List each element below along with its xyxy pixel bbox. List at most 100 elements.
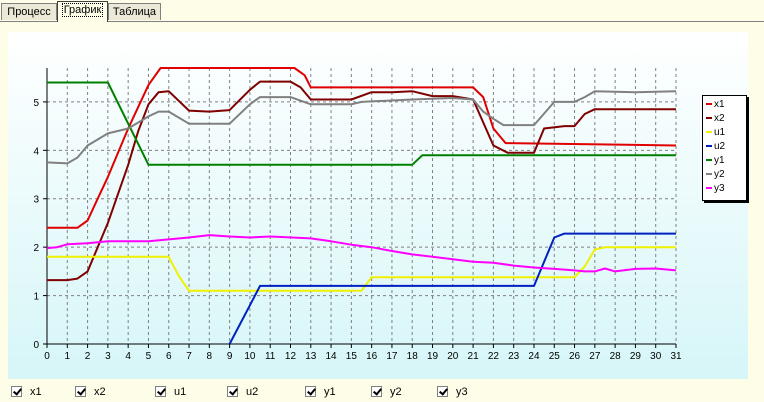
checkbox-x1[interactable]: x1 [11,386,61,399]
y-tick-label: 0 [33,340,39,351]
chart-panel: 0 1 2 3 4 5 6 7 8 9 10 11 12 13 14 15 16 17 18 19 20 21 22 23 24… [0,21,764,402]
checkbox-u1[interactable]: u1 [155,386,205,399]
x-tick-label: 11 [265,351,276,362]
legend-swatch [706,131,712,134]
checkbox-x2[interactable]: x2 [75,386,125,399]
checkbox-box[interactable] [11,386,22,397]
x-tick-label: 28 [610,351,622,362]
x-tick-label: 14 [326,351,338,362]
legend-swatch [706,173,712,176]
x-tick-label: 4 [125,351,131,362]
y-tick-label: 4 [33,146,39,157]
series-group [47,67,677,344]
y-tick-label: 3 [33,195,39,206]
checkbox-y1[interactable]: y1 [305,386,355,399]
axes [43,68,677,348]
series-line-x1 [47,67,677,229]
checkbox-label: y1 [324,386,336,398]
legend-item-y1: y1 [706,155,725,167]
tab-table-label: Таблица [112,6,157,18]
checkbox-label: x2 [94,386,106,398]
series-line-y2 [47,90,677,165]
x-tick-label: 6 [166,351,172,362]
tick-labels: 0 1 2 3 4 5 6 7 8 9 10 11 12 13 14 15 16 17 18 19 20 21 22 23 24… [33,98,682,362]
chart-background [8,32,748,379]
x-tick-label: 10 [244,351,256,362]
x-tick-label: 15 [346,351,358,362]
x-tick-label: 13 [305,351,317,362]
series-line-y1 [47,81,676,166]
legend-label: y2 [714,169,725,180]
series-line-y3 [47,234,677,273]
x-tick-label: 31 [670,351,682,362]
x-tick-label: 27 [589,351,601,362]
y-tick-label: 2 [33,243,39,254]
checkbox-box[interactable] [437,386,448,397]
x-tick-label: 5 [146,351,152,362]
x-tick-label: 19 [427,351,439,362]
legend-label: x1 [714,99,725,110]
x-tick-label: 9 [227,351,233,362]
x-tick-label: 18 [407,351,419,362]
series-line-x2 [47,80,676,282]
legend-label: u2 [714,141,726,152]
x-tick-label: 16 [366,351,378,362]
legend-item-u2: u2 [706,141,725,153]
checkbox-box[interactable] [371,386,382,397]
chart-area: 0 1 2 3 4 5 6 7 8 9 10 11 12 13 14 15 16 17 18 19 20 21 22 23 24… [8,32,748,379]
x-tick-label: 3 [105,351,111,362]
legend-label: y1 [714,155,725,166]
checkbox-label: u2 [246,386,259,398]
legend-label: x2 [714,113,725,124]
legend-swatch [706,145,712,148]
checkbox-box[interactable] [75,386,86,397]
legend-item-y3: y3 [706,183,725,195]
x-tick-label: 8 [207,351,213,362]
x-tick-label: 21 [468,351,480,362]
legend-item-u1: u1 [706,127,725,139]
checkbox-label: u1 [174,386,187,398]
x-tick-label: 30 [650,351,662,362]
x-tick-label: 1 [65,351,71,362]
checkbox-u2[interactable]: u2 [227,386,277,399]
checkbox-y2[interactable]: y2 [371,386,421,399]
tab-chart[interactable]: График [57,1,108,22]
tab-process-label: Процесс [7,6,51,18]
series-checkbox-bar: x1 x2 u1 u2 y1 y2 y3 [0,383,764,401]
x-tick-label: 7 [186,351,192,362]
legend-item-x1: x1 [706,99,725,111]
legend-swatch [706,103,712,106]
x-tick-label: 25 [549,351,561,362]
legend-swatch [706,187,712,190]
x-tick-label: 17 [386,351,398,362]
checkbox-box[interactable] [155,386,166,397]
checkbox-box[interactable] [305,386,316,397]
x-tick-label: 23 [508,351,520,362]
checkbox-label: x1 [30,386,42,398]
x-tick-label: 20 [447,351,459,362]
checkbox-box[interactable] [227,386,238,397]
checkbox-label: y3 [456,386,468,398]
legend-item-x2: x2 [706,113,725,125]
series-line-u2 [228,232,676,344]
legend-label: y3 [714,183,725,194]
y-tick-label: 5 [33,98,39,109]
tab-process[interactable]: Процесс [1,3,57,20]
legend-label: u1 [714,127,726,138]
x-tick-label: 22 [488,351,500,362]
tab-table[interactable]: Таблица [108,3,161,20]
line-chart: 0 1 2 3 4 5 6 7 8 9 10 11 12 13 14 15 16 17 18 19 20 21 22 23 24… [8,32,748,379]
x-tick-label: 0 [44,351,50,362]
legend-swatch [706,117,712,120]
series-line-u1 [47,246,676,292]
checkbox-y3[interactable]: y3 [437,386,487,399]
legend-item-y2: y2 [706,169,725,181]
x-tick-label: 2 [85,351,91,362]
x-tick-label: 24 [528,351,540,362]
x-tick-label: 26 [569,351,581,362]
checkbox-label: y2 [390,386,402,398]
x-tick-label: 12 [285,351,297,362]
legend: x1 x2 u1 u2 y1 y2 y3 [702,95,747,201]
x-tick-label: 29 [630,351,642,362]
tab-strip: Процесс График Таблица [0,0,764,22]
